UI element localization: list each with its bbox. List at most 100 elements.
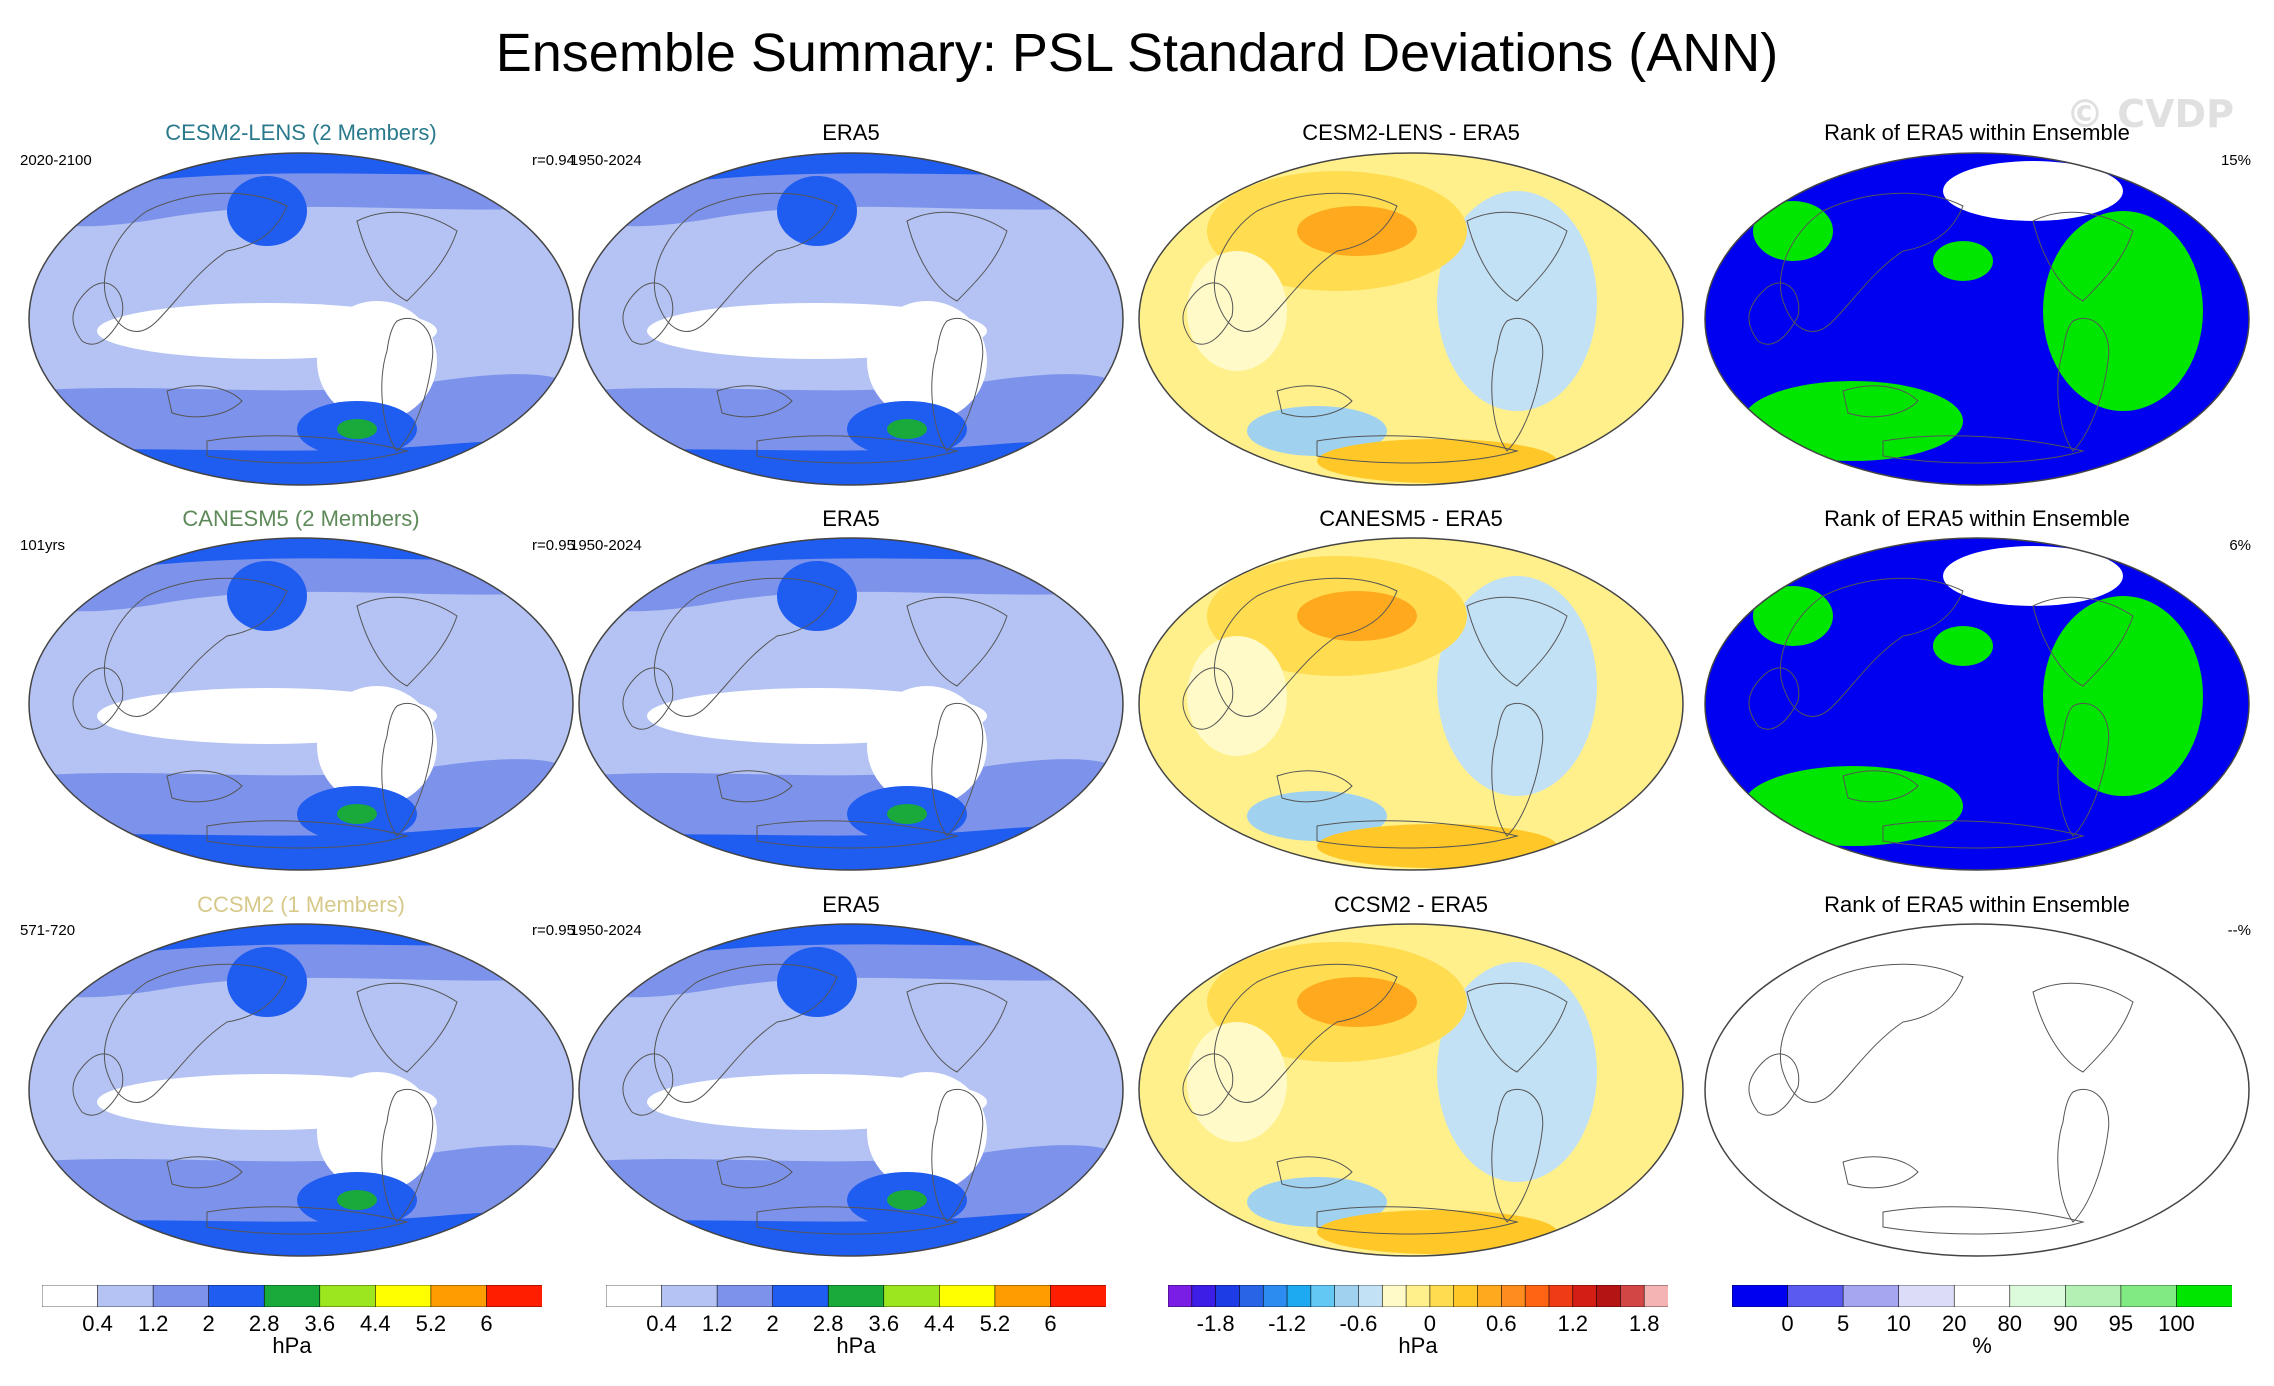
colorbar-1-tick: 4.4 [924,1311,955,1336]
colorbar-2-swatch [1381,1285,1407,1307]
colorbar-1-tick: 2 [766,1311,779,1336]
colorbar-3-swatch [2065,1285,2122,1307]
colorbar-1-swatch [939,1285,996,1307]
rank-panel-map [1704,537,2250,871]
colorbar-3-tick: 100 [2158,1311,2195,1336]
colorbar-0-swatch [263,1285,321,1307]
rank-panel-map [1704,923,2250,1257]
colorbar-3-swatch [2120,1285,2178,1307]
diff-panel-title: CANESM5 - ERA5 [1319,506,1503,531]
colorbar-2-swatch [1168,1285,1193,1307]
rank-panel-map [1704,152,2250,486]
model-panel-title: CCSM2 (1 Members) [197,892,405,917]
colorbar-2-tick: 1.2 [1557,1311,1589,1336]
colorbar-0-tick: 2 [202,1311,215,1336]
model-panel-period: 571-720 [20,922,76,939]
colorbar-2-swatch [1453,1285,1479,1307]
colorbar-2-swatch [1620,1285,1645,1307]
diff-panel-title: CCSM2 - ERA5 [1333,892,1489,917]
colorbar-0-tick: 6 [480,1311,493,1336]
colorbar-0-tick: 5.2 [415,1311,447,1336]
model-panel-period: 101yrs [20,537,66,554]
colorbar-3-swatch [1953,1285,2011,1307]
colorbar-2-swatch [1191,1285,1217,1307]
colorbar-0-swatch [97,1285,154,1307]
obs-panel-period: 1950-2024 [570,537,642,554]
model-panel-period: 2020-2100 [20,152,92,169]
colorbar-2-swatch [1501,1285,1526,1307]
rank-panel-title: Rank of ERA5 within Ensemble [1824,120,2130,145]
colorbar-1-tick: 0.4 [646,1311,677,1336]
colorbar-2-tick: -1.2 [1268,1311,1307,1336]
diff-panel-map [1138,152,1684,486]
model-panel-title: CESM2-LENS (2 Members) [165,120,437,145]
colorbar-2-swatch [1310,1285,1336,1307]
colorbar-0-tick: 0.4 [82,1311,113,1336]
model-panel-map [28,537,574,871]
model-panel-stat: r=0.95 [532,922,575,939]
colorbar-2-swatch [1524,1285,1550,1307]
colorbar-0-swatch [319,1285,377,1307]
colorbar-0-swatch [486,1285,542,1307]
colorbar-2-tick: 0.6 [1486,1311,1517,1336]
colorbar-1-swatch [661,1285,718,1307]
colorbar-1-swatch [994,1285,1052,1307]
rank-panel-title: Rank of ERA5 within Ensemble [1824,892,2130,917]
colorbar-1-swatch [716,1285,774,1307]
colorbar-3-swatch [1842,1285,1900,1307]
colorbar-2-swatch [1405,1285,1431,1307]
colorbar-2-tick: -0.6 [1339,1311,1378,1336]
colorbar-1-tick: 6 [1044,1311,1057,1336]
obs-panel-map [578,923,1124,1257]
colorbar-2-swatch [1477,1285,1503,1307]
colorbar-1-swatch [1050,1285,1106,1307]
colorbar-2-swatch [1596,1285,1622,1307]
colorbar-1-tick: 2.8 [812,1311,844,1336]
model-panel-stat: r=0.94 [532,152,575,169]
colorbar-3-unit: % [1972,1333,1992,1358]
model-panel-title: CANESM5 (2 Members) [182,506,420,531]
colorbar-3-tick: 95 [2108,1311,2134,1336]
colorbar-2-tick: -1.8 [1196,1311,1235,1336]
model-panel-stat: r=0.95 [532,537,575,554]
colorbar-0-tick: 1.2 [137,1311,169,1336]
diff-panel-title: CESM2-LENS - ERA5 [1302,120,1520,145]
colorbar-0-tick: 3.6 [304,1311,336,1336]
colorbar-1-swatch [606,1285,663,1307]
rank-panel-stat: 6% [2229,537,2251,554]
diff-panel-map [1138,537,1684,871]
colorbar-2-swatch [1429,1285,1455,1307]
colorbar-2-tick: 0 [1423,1311,1437,1336]
colorbar-2-swatch [1262,1285,1288,1307]
colorbar-2-swatch [1334,1285,1360,1307]
rank-panel-stat: 15% [2220,152,2251,169]
colorbar-2-swatch [1358,1285,1384,1307]
colorbar-1-tick: 1.2 [701,1311,733,1336]
colorbar-3-tick: 5 [1836,1311,1850,1336]
colorbar-1 [606,1285,1106,1307]
colorbar-3-tick: 10 [1886,1311,1911,1336]
colorbar-1-swatch [827,1285,885,1307]
obs-panel-period: 1950-2024 [570,922,642,939]
colorbar-1-swatch [883,1285,941,1307]
colorbar-2-swatch [1548,1285,1574,1307]
obs-panel-map [578,537,1124,871]
colorbar-3-swatch [2176,1285,2232,1307]
colorbar-0-unit: hPa [272,1333,312,1358]
colorbar-1-tick: 3.6 [868,1311,900,1336]
obs-panel-title: ERA5 [822,506,880,531]
cvdp-watermark: © CVDP [2066,92,2234,136]
colorbar-2-swatch [1643,1285,1668,1307]
colorbar-0 [42,1285,542,1307]
rank-panel-title: Rank of ERA5 within Ensemble [1824,506,2130,531]
diff-panel-map [1138,923,1684,1257]
colorbar-0-swatch [375,1285,432,1307]
obs-panel-title: ERA5 [822,892,880,917]
model-panel-map [28,923,574,1257]
colorbar-3-tick: 20 [1941,1311,1967,1336]
colorbar-3-swatch [2009,1285,2067,1307]
colorbar-3-swatch [1732,1285,1789,1307]
colorbar-2 [1168,1285,1668,1307]
colorbar-0-swatch [152,1285,210,1307]
colorbar-0-tick: 4.4 [360,1311,391,1336]
